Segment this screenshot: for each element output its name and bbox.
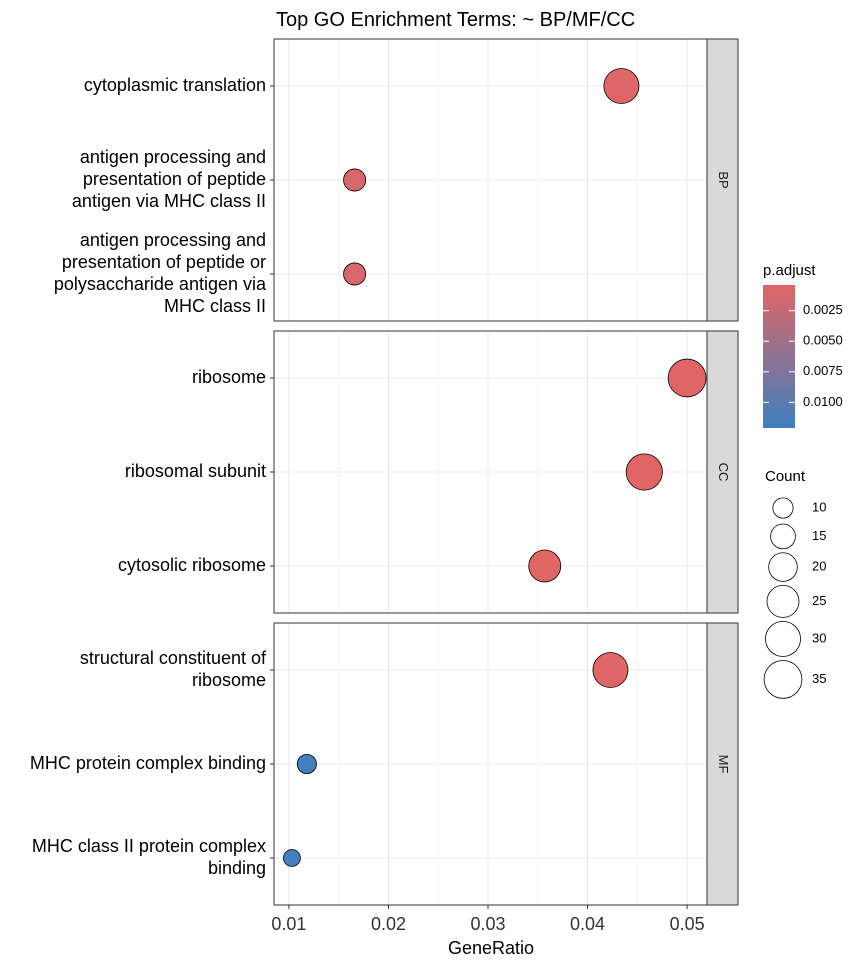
x-axis-title: GeneRatio	[448, 938, 534, 958]
size-key-label: 15	[812, 528, 826, 543]
data-point	[283, 849, 301, 867]
facet-panel-cc: CC ribosome ribosomal subunit cytosolic rib…	[118, 330, 739, 614]
size-key-label: 35	[812, 671, 826, 686]
color-bar-label: 0.0025	[803, 302, 843, 317]
data-point	[603, 68, 640, 104]
y-tick-label-line: antigen via MHC class II	[72, 191, 266, 211]
y-tick-label-line: binding	[208, 858, 266, 878]
x-axis: 0.01 0.02 0.03 0.04 0.05	[271, 905, 705, 934]
size-key	[765, 621, 801, 657]
y-tick-label-line: ribosome	[192, 367, 266, 387]
size-key-label: 25	[812, 593, 826, 608]
y-tick-label-line: antigen processing and	[80, 230, 266, 250]
facet-strip-label: BP	[716, 171, 731, 188]
y-tick-label-line: MHC class II protein complex	[32, 836, 266, 856]
y-tick-label-line: antigen processing and	[80, 147, 266, 167]
data-point	[625, 453, 663, 491]
data-point	[296, 754, 317, 775]
data-point	[528, 549, 562, 583]
size-key	[772, 497, 794, 519]
facet-panels: BP cytoplasmic translation antigen process…	[30, 38, 739, 906]
y-tick-label-line: polysaccharide antigen via	[54, 274, 267, 294]
y-tick-label: MHC protein complex binding	[30, 753, 266, 773]
p-adjust-legend: p.adjust 0.0025 0.0050 0.0075 0.0100	[763, 262, 843, 428]
y-tick-label-line: ribosomal subunit	[125, 461, 266, 481]
count-legend: Count 10 15 20 25 30 35	[763, 468, 826, 699]
y-tick-label-line: presentation of peptide	[83, 169, 266, 189]
facet-strip-label: CC	[716, 463, 731, 482]
legend-title: Count	[765, 468, 806, 485]
x-tick-label: 0.01	[271, 914, 306, 934]
color-bar-label: 0.0075	[803, 363, 843, 378]
size-key	[768, 552, 798, 582]
size-key-label: 30	[812, 630, 826, 645]
y-tick-label-line: cytoplasmic translation	[84, 75, 266, 95]
color-bar-label: 0.0050	[803, 333, 843, 348]
chart-title: Top GO Enrichment Terms: ~ BP/MF/CC	[276, 9, 635, 31]
data-point	[667, 358, 707, 398]
y-tick-label: cytosolic ribosome	[118, 555, 266, 575]
y-tick-label: ribosomal subunit	[125, 461, 266, 481]
data-point	[343, 168, 367, 192]
x-tick-label: 0.05	[670, 914, 705, 934]
y-tick-label-line: structural constituent of	[80, 648, 267, 668]
color-bar	[763, 285, 795, 428]
data-point	[592, 652, 629, 688]
y-tick-label-line: ribosome	[192, 670, 266, 690]
size-key	[766, 585, 800, 618]
data-point	[343, 262, 367, 286]
y-tick-label: ribosome	[192, 367, 266, 387]
size-key-label: 20	[812, 559, 826, 574]
facet-panel-bp: BP cytoplasmic translation antigen process…	[54, 38, 739, 322]
facet-strip-label: MF	[716, 755, 731, 774]
size-key	[763, 660, 803, 699]
facet-strip	[706, 330, 739, 614]
y-tick-label-line: MHC class II	[164, 296, 266, 316]
size-key	[770, 523, 796, 550]
size-key-label: 10	[812, 499, 826, 514]
legend-title: p.adjust	[763, 262, 816, 279]
facet-strip	[706, 622, 739, 906]
x-tick-label: 0.02	[371, 914, 406, 934]
facet-strip	[706, 38, 739, 322]
y-tick-label-line: presentation of peptide or	[62, 252, 266, 272]
y-tick-label-line: MHC protein complex binding	[30, 753, 266, 773]
y-tick-label: cytoplasmic translation	[84, 75, 266, 95]
color-bar-label: 0.0100	[803, 394, 843, 409]
x-tick-label: 0.03	[470, 914, 505, 934]
x-tick-label: 0.04	[570, 914, 605, 934]
y-tick-label-line: cytosolic ribosome	[118, 555, 266, 575]
